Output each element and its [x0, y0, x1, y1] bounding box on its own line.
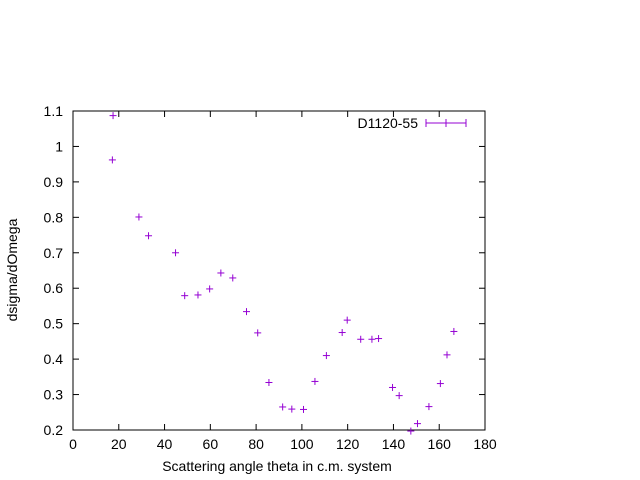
x-tick-label: 140: [382, 436, 406, 452]
x-tick-label: 80: [248, 436, 264, 452]
x-tick-label: 60: [203, 436, 219, 452]
data-point: [242, 308, 250, 316]
y-tick-label: 0.6: [44, 280, 64, 296]
y-tick-label: 1: [55, 138, 63, 154]
data-point: [343, 316, 351, 324]
data-point: [135, 213, 143, 221]
legend-label: D1120-55: [358, 115, 419, 131]
x-tick-labels: 0 20 40 60 80 100 120 140 160 180: [69, 436, 497, 452]
legend: D1120-55: [358, 115, 467, 131]
x-tick-label: 20: [111, 436, 127, 452]
y-axis-title: dsigma/dOmega: [4, 218, 20, 321]
y-tick-label: 0.5: [44, 316, 64, 332]
x-tick-label: 100: [290, 436, 314, 452]
x-axis-title: Scattering angle theta in c.m. system: [162, 458, 392, 474]
data-point: [389, 383, 397, 391]
data-point: [338, 329, 346, 337]
data-points: [108, 112, 458, 435]
data-point: [265, 379, 273, 387]
data-point: [181, 292, 189, 300]
data-point: [217, 269, 225, 277]
data-point: [288, 405, 296, 413]
data-point: [322, 352, 330, 360]
data-point: [279, 403, 287, 411]
data-point: [436, 380, 444, 388]
x-tick-label: 180: [473, 436, 497, 452]
y-tick-label: 0.7: [44, 245, 64, 261]
x-tick-label: 120: [336, 436, 360, 452]
data-point: [194, 291, 202, 299]
data-point: [299, 405, 307, 413]
data-point: [425, 403, 433, 411]
legend-swatch: [425, 119, 467, 127]
data-point: [254, 329, 262, 337]
data-point: [311, 377, 319, 385]
y-tick-label: 1.1: [44, 103, 64, 119]
data-point: [229, 274, 237, 282]
x-tick-label: 40: [157, 436, 173, 452]
axis-ticks: [72, 110, 486, 431]
data-point: [395, 392, 403, 400]
data-point: [413, 420, 421, 428]
y-tick-label: 0.4: [44, 351, 64, 367]
data-point: [443, 351, 451, 359]
data-point: [172, 249, 180, 257]
y-tick-labels: 0.2 0.3 0.4 0.5 0.6 0.7 0.8 0.9 1 1.1: [44, 103, 64, 438]
data-point: [206, 285, 214, 293]
y-tick-label: 0.3: [44, 387, 64, 403]
x-tick-label: 160: [428, 436, 452, 452]
y-tick-label: 0.2: [44, 422, 64, 438]
x-tick-label: 0: [69, 436, 77, 452]
data-point: [450, 327, 458, 335]
plot-frame: [72, 110, 486, 431]
data-point: [368, 335, 376, 343]
data-point: [108, 156, 116, 164]
y-tick-label: 0.9: [44, 174, 64, 190]
data-point: [357, 335, 365, 343]
data-point: [375, 335, 383, 343]
data-point: [145, 232, 153, 240]
data-point: [407, 427, 415, 435]
y-tick-label: 0.8: [44, 209, 64, 225]
data-point: [109, 112, 117, 120]
